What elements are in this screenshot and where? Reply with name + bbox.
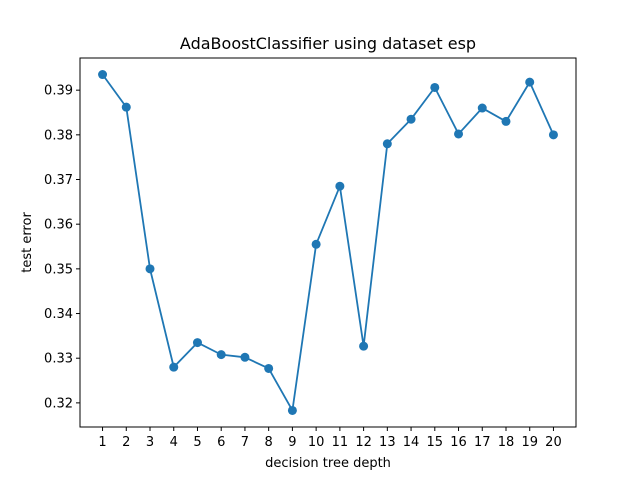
- data-point: [216, 350, 226, 360]
- x-axis: 1 2 3 4 5 6 7 8 9 10 11 12 13 14 15 16 17 18 19 20: [98, 427, 562, 450]
- x-tick-label: 15: [427, 435, 444, 450]
- x-tick-label: 1: [98, 435, 106, 450]
- plot-frame: [79, 57, 577, 428]
- series-line: [101, 73, 555, 412]
- x-tick-label: 14: [403, 435, 420, 450]
- x-tick-label: 5: [193, 435, 201, 450]
- x-tick-label: 17: [474, 435, 491, 450]
- x-tick-label: 10: [308, 435, 325, 450]
- x-tick-label: 13: [379, 435, 396, 450]
- y-tick-label: 0.33: [44, 352, 73, 367]
- plot-background: [80, 58, 576, 427]
- data-point: [359, 341, 369, 351]
- data-point: [169, 362, 179, 372]
- x-tick-label: 19: [521, 435, 538, 450]
- chart-title: AdaBoostClassifier using dataset esp: [180, 34, 476, 53]
- data-point: [477, 103, 487, 113]
- y-tick-label: 0.37: [44, 173, 73, 188]
- data-point: [548, 130, 558, 140]
- x-tick-label: 11: [332, 435, 349, 450]
- x-tick-label: 3: [146, 435, 154, 450]
- series-layer: [98, 70, 558, 415]
- data-point: [406, 114, 416, 124]
- data-point: [525, 77, 535, 87]
- x-tick-label: 8: [265, 435, 273, 450]
- x-tick-label: 20: [545, 435, 562, 450]
- data-point: [192, 338, 202, 348]
- x-tick-label: 2: [122, 435, 130, 450]
- x-tick-label: 7: [241, 435, 249, 450]
- plot-area: [79, 57, 577, 428]
- y-tick-label: 0.38: [44, 128, 73, 143]
- data-point: [430, 82, 440, 92]
- data-point: [335, 181, 345, 191]
- x-axis-label: decision tree depth: [265, 456, 391, 471]
- x-tick-label: 9: [288, 435, 296, 450]
- data-point: [264, 363, 274, 373]
- y-axis: 0.32 0.33 0.34 0.35 0.36 0.37 0.38 0.39: [44, 84, 80, 411]
- data-point: [145, 264, 155, 274]
- x-tick-label: 16: [450, 435, 467, 450]
- y-axis-label: test error: [20, 212, 35, 273]
- data-point: [121, 102, 131, 112]
- x-tick-label: 4: [170, 435, 178, 450]
- data-point: [98, 70, 108, 80]
- data-point: [240, 352, 250, 362]
- x-tick-label: 12: [355, 435, 372, 450]
- data-point: [287, 405, 297, 415]
- data-point: [311, 239, 321, 249]
- y-tick-label: 0.39: [44, 84, 73, 99]
- y-tick-label: 0.32: [44, 396, 73, 411]
- data-point: [501, 116, 511, 126]
- x-tick-label: 6: [217, 435, 225, 450]
- x-tick-label: 18: [498, 435, 515, 450]
- data-point: [454, 129, 464, 139]
- data-point: [382, 139, 392, 149]
- y-tick-label: 0.34: [44, 307, 73, 322]
- y-tick-label: 0.36: [44, 218, 73, 233]
- y-tick-label: 0.35: [44, 262, 73, 277]
